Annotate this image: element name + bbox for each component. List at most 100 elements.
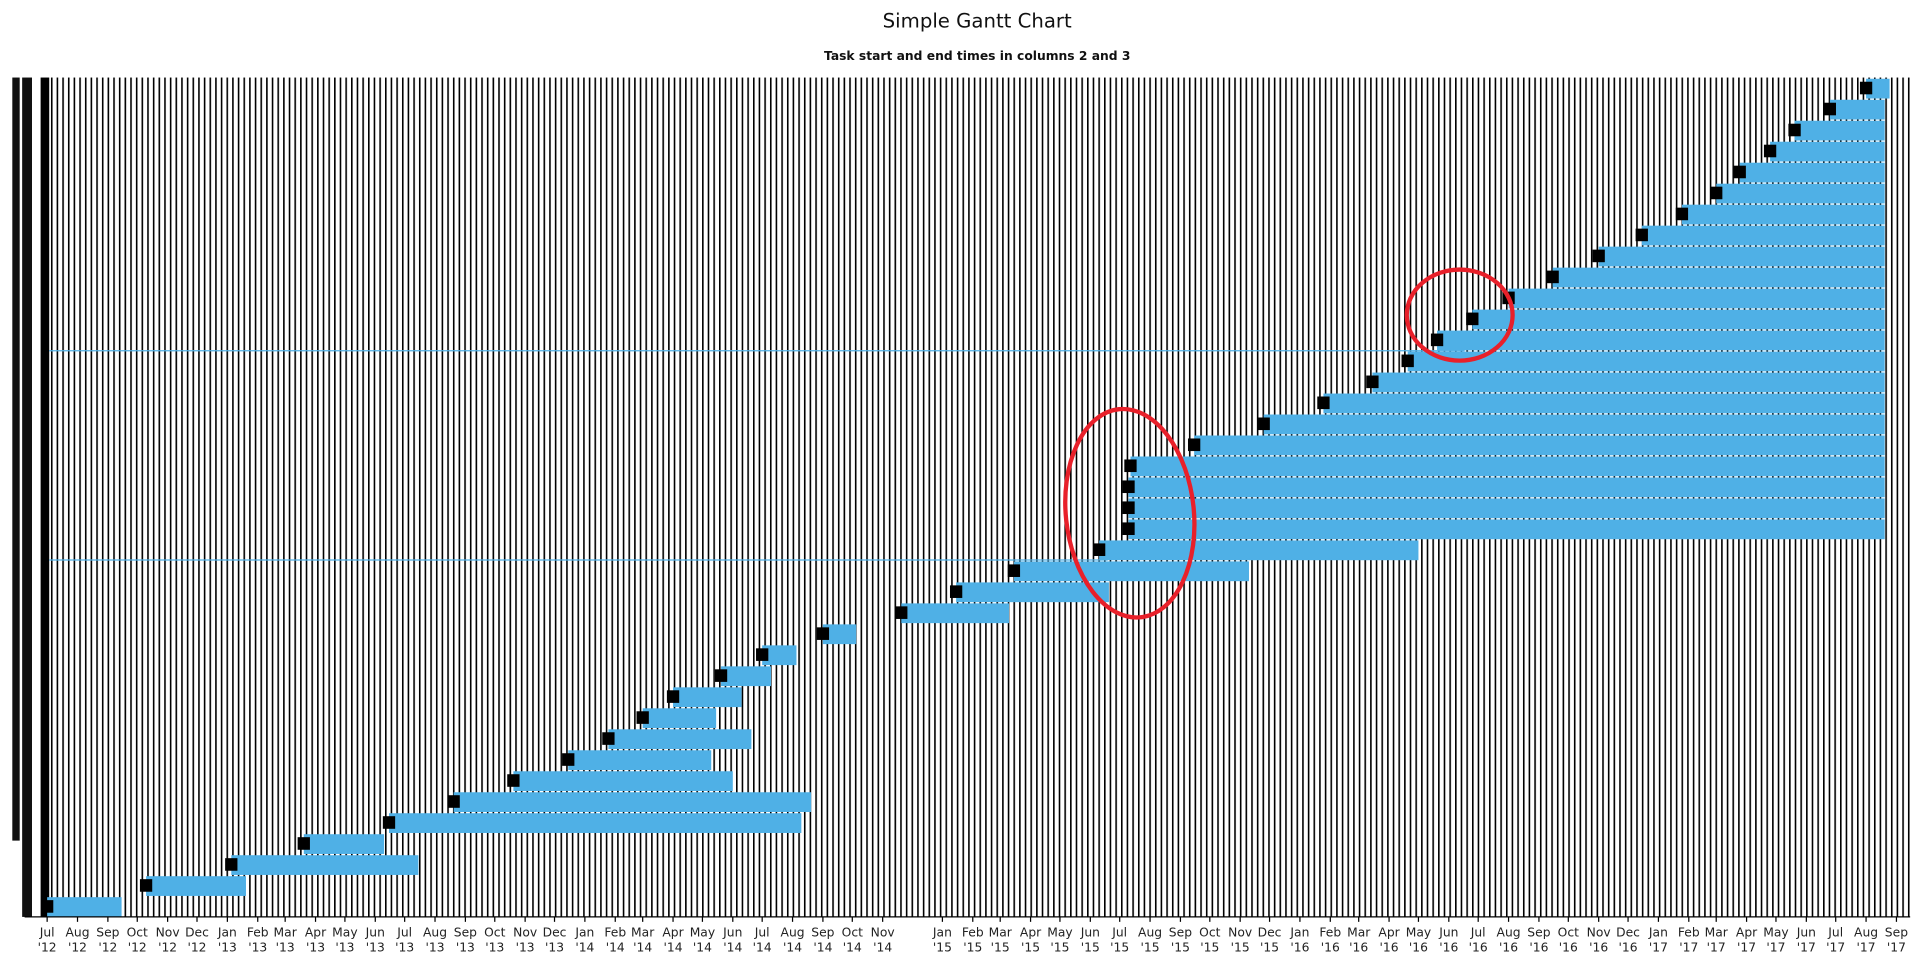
task-start [949, 585, 963, 598]
x-tick-label: Oct '16 [1557, 926, 1579, 956]
task-bar [1641, 225, 1885, 246]
task-bar [1323, 393, 1885, 414]
x-tick-label: Jul '13 [395, 926, 415, 956]
task-bar [956, 582, 1109, 603]
task-start [895, 606, 908, 619]
task-bar [1372, 372, 1885, 393]
task-start [507, 774, 520, 787]
x-tick-label: Jun '14 [723, 926, 743, 956]
task-bar [1681, 204, 1885, 225]
task-bar [303, 834, 385, 854]
task-bar [762, 645, 797, 666]
task-bar [1598, 246, 1885, 267]
x-tick-label: Sep '12 [96, 926, 120, 956]
task-start [602, 732, 615, 745]
task-start [1546, 270, 1559, 284]
x-tick-label: Jul '12 [37, 926, 57, 956]
x-tick-label: Nov '13 [513, 926, 538, 956]
task-bar [1770, 141, 1885, 162]
task-start [1823, 102, 1836, 116]
x-tick-label: Aug '14 [780, 926, 805, 956]
x-tick-label: May '16 [1405, 926, 1432, 956]
task-bar [47, 897, 122, 917]
x-tick-label: Jul '14 [752, 926, 772, 956]
x-tick-label: Sep '13 [453, 926, 477, 956]
x-tick-label: Feb '16 [1319, 926, 1342, 956]
task-start [1187, 438, 1201, 452]
task-bar [1128, 519, 1885, 540]
highlight-circle [1063, 406, 1197, 620]
x-tick-label: Sep '16 [1527, 926, 1551, 956]
task-bar [901, 603, 1010, 624]
task-bar [1130, 456, 1885, 477]
task-start [1592, 249, 1605, 263]
task-start [1675, 207, 1689, 221]
x-tick-label: Sep '17 [1884, 926, 1909, 956]
x-tick-label: Feb '14 [604, 926, 627, 956]
task-bar [673, 687, 742, 708]
task-start [816, 627, 830, 640]
task-start [1122, 480, 1135, 494]
x-tick-label: May '17 [1763, 926, 1789, 956]
x-tick-label: Jul '15 [1110, 926, 1130, 956]
task-start [1466, 312, 1479, 326]
x-tick-label: Mar '14 [631, 926, 655, 956]
x-tick-label: Apr '14 [662, 926, 684, 956]
x-tick-label: Sep '14 [811, 926, 835, 956]
chart-title: Simple Gantt Chart [883, 10, 1072, 33]
x-tick-label: Dec '13 [542, 926, 567, 956]
task-bar [1508, 288, 1885, 309]
x-tick-label: Nov '14 [870, 926, 895, 956]
task-bar [1099, 540, 1419, 561]
task-bar [822, 624, 857, 645]
task-start [1859, 81, 1873, 95]
task-bar [1794, 120, 1885, 141]
x-tick-label: Dec '16 [1616, 926, 1640, 956]
x-tick-label: Mar '13 [273, 926, 297, 956]
task-start [1122, 501, 1135, 515]
x-tick-label: Apr '17 [1735, 926, 1758, 956]
x-tick-label: Jan '15 [932, 926, 952, 956]
task-bar [231, 855, 419, 875]
x-tick-label: Nov '15 [1228, 926, 1253, 956]
x-tick-label: Apr '16 [1378, 926, 1400, 956]
task-start [562, 753, 575, 766]
task-bar [1829, 99, 1885, 120]
x-tick-label: Mar '15 [988, 926, 1012, 956]
task-start [40, 900, 54, 913]
x-tick-label: Jan '17 [1648, 926, 1668, 956]
task-start [1763, 144, 1777, 158]
task-start [1430, 333, 1444, 347]
x-tick-label: May '14 [689, 926, 716, 956]
task-start [756, 648, 769, 661]
bars [40, 78, 1890, 917]
x-tick-label: Jan '14 [575, 926, 595, 956]
x-tick-label: Jul '17 [1826, 926, 1846, 956]
axis-band [22, 77, 33, 917]
task-start [225, 858, 238, 871]
task-start [1401, 354, 1414, 368]
task-start [1733, 165, 1746, 179]
x-tick-label: Jun '17 [1796, 926, 1816, 956]
x-tick-label: Jun '13 [365, 926, 385, 956]
x-tick-label: Dec '12 [185, 926, 209, 956]
x-tick-label: Jan '13 [217, 926, 237, 956]
task-bar [1739, 162, 1885, 183]
task-start [139, 879, 153, 892]
task-bar [1013, 561, 1249, 582]
x-tick-label: Mar '16 [1347, 926, 1371, 956]
task-bar [608, 729, 752, 750]
x-tick-label: Jun '15 [1080, 926, 1100, 956]
task-start [1007, 564, 1021, 577]
task-bar [1552, 267, 1885, 288]
x-tick-label: Apr '15 [1019, 926, 1042, 956]
task-start [1788, 123, 1801, 137]
task-start [1366, 375, 1379, 389]
task-bar [453, 792, 812, 813]
x-tick-label: Sep '15 [1168, 926, 1193, 956]
task-start [1122, 522, 1135, 536]
x-tick-label: May '13 [332, 926, 358, 956]
task-start [1317, 396, 1330, 410]
